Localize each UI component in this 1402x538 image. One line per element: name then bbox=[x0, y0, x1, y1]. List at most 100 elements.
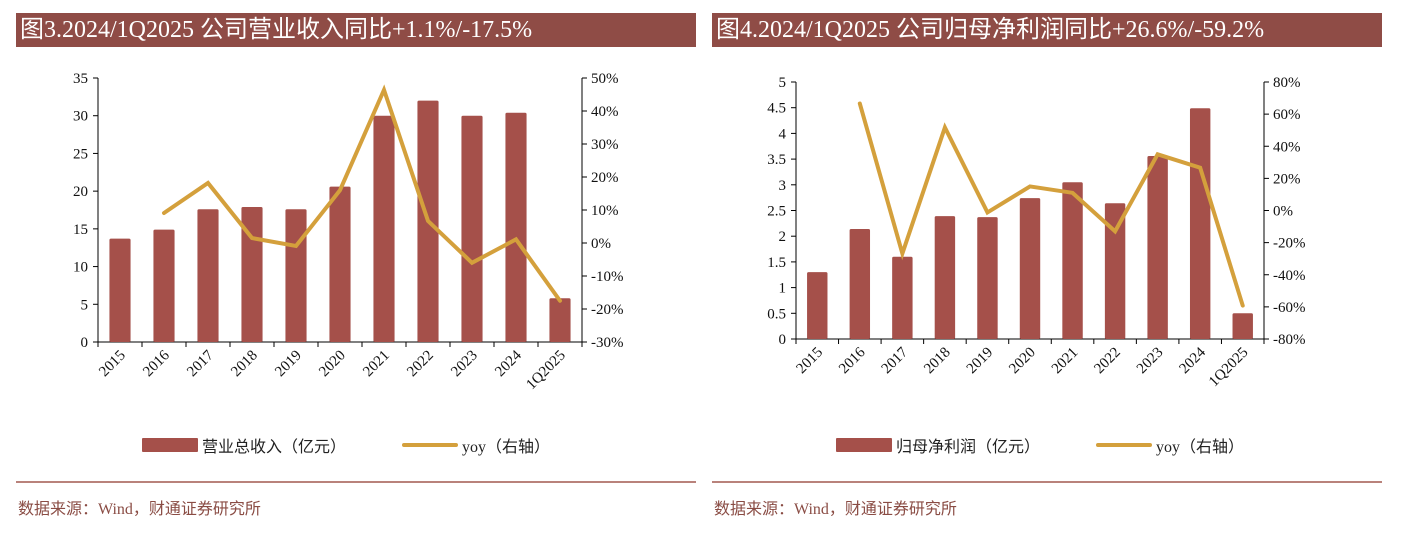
source-note: 数据来源：Wind，财通证券研究所 bbox=[18, 501, 261, 518]
legend-item-bar: 营业总收入（亿元） bbox=[142, 433, 346, 457]
left-axis-tick-label: 25 bbox=[73, 146, 88, 162]
right-axis-tick-label: 10% bbox=[591, 203, 619, 219]
revenue-figure-panel: 图3.2024/1Q2025 公司营业收入同比+1.1%/-17.5% 0 5 10… bbox=[16, 0, 696, 538]
left-axis-tick-label: 1.5 bbox=[767, 255, 786, 271]
bar-2024 bbox=[505, 112, 527, 342]
bar-2017 bbox=[892, 256, 913, 339]
right-axis-tick-label: -30% bbox=[591, 335, 624, 351]
bar-1Q2025 bbox=[1232, 313, 1253, 339]
figure-title: 图3.2024/1Q2025 公司营业收入同比+1.1%/-17.5% bbox=[16, 13, 696, 47]
right-axis-tick-label: -10% bbox=[591, 269, 624, 285]
x-axis-tick-label: 2020 bbox=[1006, 345, 1039, 378]
right-axis-tick-label: 40% bbox=[591, 104, 619, 120]
left-axis-tick-label: 5 bbox=[779, 75, 787, 91]
x-axis-tick-label: 2018 bbox=[921, 345, 954, 378]
x-axis-tick-label: 2015 bbox=[794, 345, 827, 378]
legend-line-swatch bbox=[1096, 443, 1152, 447]
right-axis-tick-label: 20% bbox=[1273, 171, 1301, 187]
bar-2019 bbox=[285, 209, 307, 342]
legend-label: 营业总收入（亿元） bbox=[202, 439, 347, 456]
bar-2023 bbox=[1147, 156, 1168, 339]
legend-item-bar: 归母净利润（亿元） bbox=[836, 433, 1040, 457]
legend-bar-swatch bbox=[836, 438, 892, 452]
bar-2023 bbox=[461, 115, 483, 342]
left-axis-tick-label: 15 bbox=[73, 222, 88, 238]
left-axis-tick-label: 35 bbox=[73, 71, 88, 87]
legend-label: yoy（右轴） bbox=[1156, 439, 1245, 456]
x-axis-tick-label: 2022 bbox=[1091, 345, 1124, 378]
bar-2016 bbox=[153, 229, 175, 342]
bar-2021 bbox=[373, 115, 395, 342]
left-axis-tick-label: 0.5 bbox=[767, 306, 786, 322]
x-axis-tick-label: 2024 bbox=[1176, 344, 1209, 377]
right-axis-tick-label: 0% bbox=[1273, 204, 1293, 220]
bar-2018 bbox=[934, 216, 956, 339]
x-axis-tick-label: 2024 bbox=[492, 347, 525, 380]
x-axis-tick-label: 2017 bbox=[879, 344, 912, 377]
yoy-line bbox=[162, 84, 562, 303]
x-axis-tick-label: 2021 bbox=[1049, 345, 1082, 378]
x-axis-tick-label: 1Q2025 bbox=[1206, 345, 1251, 390]
left-axis-tick-label: 30 bbox=[73, 109, 88, 125]
right-axis-tick-label: 30% bbox=[591, 137, 619, 153]
left-axis-tick-label: 5 bbox=[81, 297, 89, 313]
left-axis-tick-label: 10 bbox=[73, 260, 88, 276]
left-axis-tick-label: 0 bbox=[779, 332, 787, 348]
bar-2015 bbox=[109, 238, 131, 342]
bar-2024 bbox=[1189, 108, 1211, 339]
right-axis-tick-label: -60% bbox=[1273, 300, 1306, 316]
legend-label: 归母净利润（亿元） bbox=[896, 439, 1041, 456]
x-axis-tick-label: 2020 bbox=[316, 348, 349, 381]
left-axis-tick-label: 20 bbox=[73, 184, 88, 200]
bar-2016 bbox=[849, 229, 871, 339]
left-axis-tick-label: 4 bbox=[779, 126, 787, 142]
bar-2017 bbox=[197, 209, 219, 342]
source-note: 数据来源：Wind，财通证券研究所 bbox=[714, 501, 957, 518]
right-axis-tick-label: -20% bbox=[1273, 236, 1306, 252]
bar-2019 bbox=[977, 217, 998, 339]
legend-item-line: yoy（右轴） bbox=[1096, 433, 1244, 457]
revenue-chart: 0 5 10 15 20 25 30 35 -30% -20% -10% 0% 10% 20% 30% 40%… bbox=[73, 71, 624, 393]
legend-line-swatch bbox=[402, 443, 458, 447]
x-axis-tick-label: 2019 bbox=[272, 348, 305, 381]
right-axis-tick-label: 50% bbox=[591, 71, 619, 87]
legend-item-line: yoy（右轴） bbox=[402, 433, 550, 457]
x-axis-tick-label: 2017 bbox=[184, 347, 217, 380]
chart-legend: 营业总收入（亿元） yoy（右轴） bbox=[16, 433, 696, 457]
right-axis-tick-label: 40% bbox=[1273, 139, 1301, 155]
left-axis-tick-label: 2.5 bbox=[767, 204, 786, 220]
x-axis-tick-label: 1Q2025 bbox=[523, 348, 568, 393]
x-axis-tick-label: 2023 bbox=[448, 348, 481, 381]
figure-title: 图4.2024/1Q2025 公司归母净利润同比+26.6%/-59.2% bbox=[712, 13, 1382, 47]
x-axis-tick-label: 2021 bbox=[360, 348, 393, 381]
right-axis-tick-label: 60% bbox=[1273, 107, 1301, 123]
x-axis-tick-label: 2016 bbox=[140, 347, 173, 380]
right-axis-tick-label: -80% bbox=[1273, 332, 1306, 348]
divider bbox=[16, 481, 696, 483]
left-axis-tick-label: 2 bbox=[779, 229, 787, 245]
legend-label: yoy（右轴） bbox=[462, 439, 551, 456]
net-profit-figure-panel: 图4.2024/1Q2025 公司归母净利润同比+26.6%/-59.2% 0 0… bbox=[712, 0, 1382, 538]
net-profit-chart: 0 0.5 1 1.5 2 2.5 3 3.5 4 4.5 5 -80% -60% -40% -20% 0% 2… bbox=[767, 75, 1306, 390]
x-axis-tick-label: 2022 bbox=[404, 348, 437, 381]
x-axis-tick-label: 2016 bbox=[836, 344, 869, 377]
left-axis-tick-label: 0 bbox=[81, 335, 89, 351]
bar-1Q2025 bbox=[549, 298, 571, 342]
left-axis-tick-label: 1 bbox=[779, 281, 787, 297]
bar-2020 bbox=[329, 186, 351, 342]
bar-2015 bbox=[807, 272, 828, 339]
x-axis-tick-label: 2015 bbox=[96, 348, 129, 381]
right-axis-tick-label: 20% bbox=[591, 170, 619, 186]
divider bbox=[712, 481, 1382, 483]
legend-bar-swatch bbox=[142, 438, 198, 452]
x-axis-tick-label: 2018 bbox=[228, 348, 261, 381]
chart-legend: 归母净利润（亿元） yoy（右轴） bbox=[712, 433, 1382, 457]
left-axis-tick-label: 3.5 bbox=[767, 152, 786, 168]
right-axis-tick-label: 0% bbox=[591, 236, 611, 252]
left-axis-tick-label: 3 bbox=[779, 178, 787, 194]
right-axis-tick-label: -40% bbox=[1273, 268, 1306, 284]
bar-2021 bbox=[1062, 182, 1083, 339]
right-axis-tick-label: -20% bbox=[591, 302, 624, 318]
yoy-line bbox=[857, 101, 1245, 308]
bar-2022 bbox=[1104, 203, 1126, 339]
